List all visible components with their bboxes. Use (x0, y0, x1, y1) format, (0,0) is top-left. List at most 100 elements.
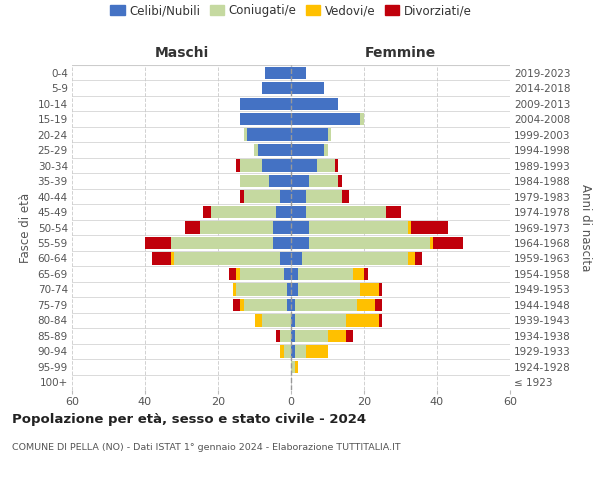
Bar (408, 252, 415, 264)
Bar (346, 330, 353, 342)
Text: Popolazione per età, sesso e stato civile - 2024: Popolazione per età, sesso e stato civil… (12, 412, 366, 426)
Bar (379, 314, 382, 326)
Bar (284, 345, 291, 358)
Bar (244, 128, 247, 141)
Bar (291, 360, 295, 373)
Bar (240, 268, 284, 280)
Bar (203, 206, 211, 218)
Bar (240, 113, 291, 126)
Bar (254, 314, 262, 326)
Bar (291, 237, 309, 249)
Bar (287, 298, 291, 311)
Legend: Celibi/Nubili, Coniugati/e, Vedovi/e, Divorziati/e: Celibi/Nubili, Coniugati/e, Vedovi/e, Di… (106, 0, 476, 22)
Bar (430, 237, 433, 249)
Bar (280, 345, 284, 358)
Bar (240, 160, 262, 172)
Bar (291, 330, 295, 342)
Bar (145, 237, 170, 249)
Bar (291, 144, 324, 156)
Bar (295, 345, 305, 358)
Bar (291, 98, 338, 110)
Bar (364, 268, 368, 280)
Bar (305, 206, 386, 218)
Bar (338, 175, 342, 188)
Bar (291, 252, 302, 264)
Bar (236, 160, 240, 172)
Bar (295, 298, 356, 311)
Bar (240, 175, 269, 188)
Y-axis label: Anni di nascita: Anni di nascita (579, 184, 592, 271)
Bar (269, 175, 291, 188)
Bar (244, 190, 280, 202)
Bar (386, 206, 401, 218)
Bar (295, 360, 298, 373)
Bar (433, 237, 463, 249)
Bar (233, 283, 236, 296)
Bar (277, 330, 280, 342)
Bar (309, 222, 408, 234)
Y-axis label: Fasce di età: Fasce di età (19, 192, 32, 262)
Bar (356, 298, 375, 311)
Bar (328, 330, 346, 342)
Bar (295, 314, 346, 326)
Bar (412, 222, 448, 234)
Bar (291, 283, 298, 296)
Bar (280, 252, 291, 264)
Bar (361, 283, 379, 296)
Bar (291, 82, 324, 94)
Bar (328, 128, 331, 141)
Bar (240, 298, 244, 311)
Bar (200, 222, 273, 234)
Bar (309, 237, 430, 249)
Bar (298, 268, 353, 280)
Bar (262, 82, 291, 94)
Bar (262, 314, 291, 326)
Bar (291, 175, 309, 188)
Bar (254, 144, 258, 156)
Bar (291, 128, 328, 141)
Bar (353, 268, 364, 280)
Bar (324, 144, 328, 156)
Bar (258, 144, 291, 156)
Bar (291, 160, 317, 172)
Bar (291, 314, 295, 326)
Bar (287, 283, 291, 296)
Bar (295, 330, 328, 342)
Bar (170, 252, 174, 264)
Bar (291, 190, 305, 202)
Bar (346, 314, 379, 326)
Bar (291, 206, 305, 218)
Bar (211, 206, 277, 218)
Bar (174, 252, 280, 264)
Bar (291, 298, 295, 311)
Bar (277, 206, 291, 218)
Bar (291, 268, 298, 280)
Bar (233, 298, 240, 311)
Bar (379, 283, 382, 296)
Bar (244, 298, 287, 311)
Bar (408, 222, 412, 234)
Bar (298, 283, 361, 296)
Bar (291, 113, 361, 126)
Bar (240, 190, 244, 202)
Bar (229, 268, 236, 280)
Bar (280, 190, 291, 202)
Bar (240, 98, 291, 110)
Bar (302, 252, 408, 264)
Bar (273, 237, 291, 249)
Text: Femmine: Femmine (365, 46, 436, 60)
Bar (309, 175, 338, 188)
Bar (335, 160, 338, 172)
Bar (342, 190, 349, 202)
Bar (305, 345, 328, 358)
Bar (247, 128, 291, 141)
Text: COMUNE DI PELLA (NO) - Dati ISTAT 1° gennaio 2024 - Elaborazione TUTTITALIA.IT: COMUNE DI PELLA (NO) - Dati ISTAT 1° gen… (12, 442, 401, 452)
Bar (305, 190, 342, 202)
Bar (291, 66, 305, 79)
Text: Maschi: Maschi (154, 46, 209, 60)
Bar (185, 222, 200, 234)
Bar (236, 283, 287, 296)
Bar (291, 222, 309, 234)
Bar (236, 268, 240, 280)
Bar (375, 298, 382, 311)
